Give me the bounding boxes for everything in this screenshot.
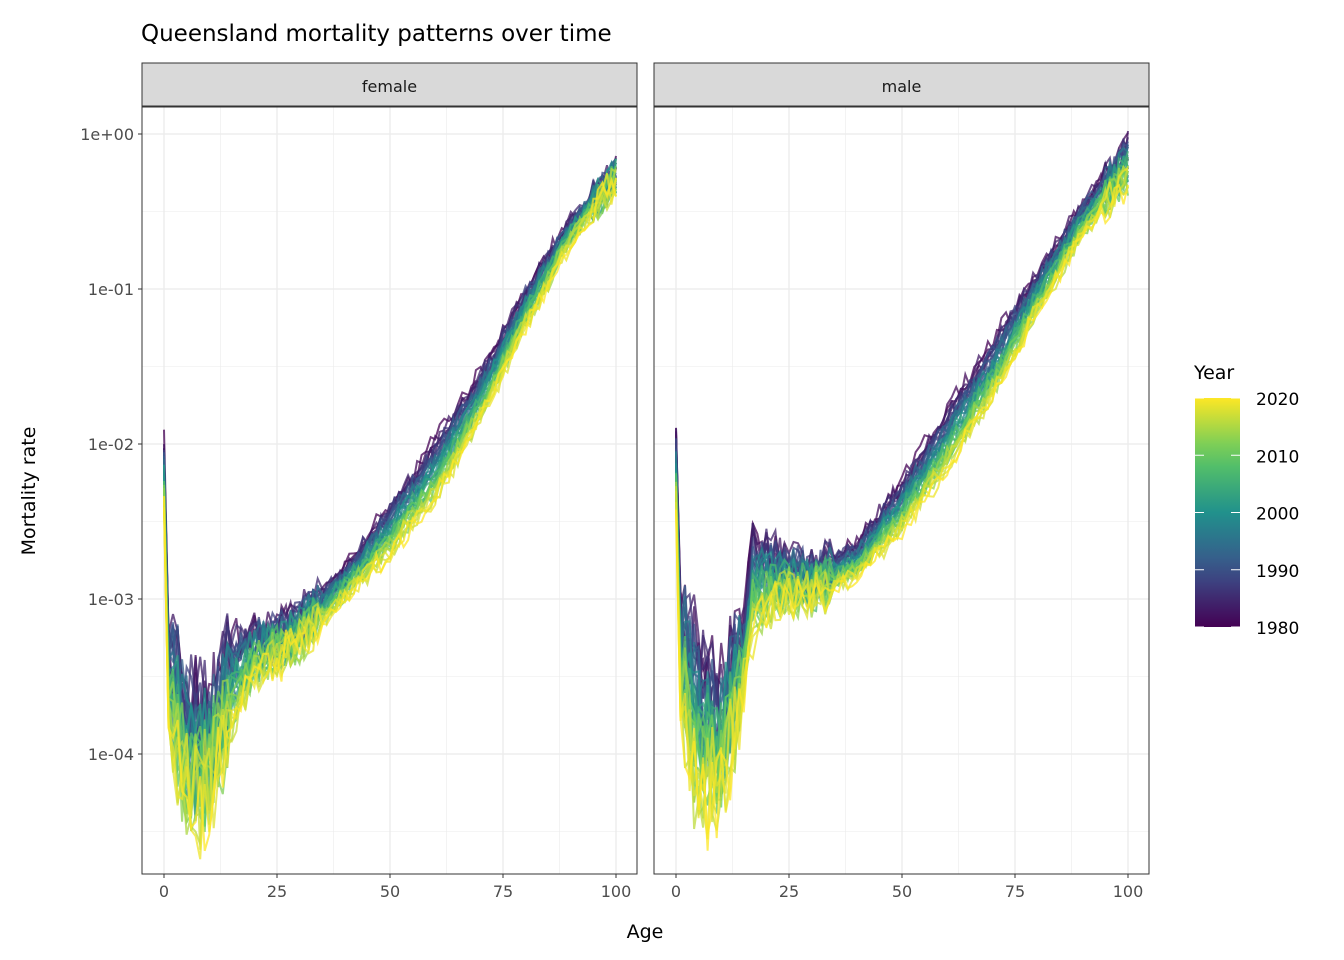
legend-tick-label: 2000 bbox=[1256, 505, 1299, 525]
x-tick-label: 100 bbox=[601, 882, 632, 901]
series-line-male-2020 bbox=[675, 183, 1129, 851]
legend-tick-label: 2020 bbox=[1256, 390, 1299, 410]
series-lines bbox=[163, 155, 617, 860]
x-tick-label: 100 bbox=[1113, 882, 1144, 901]
legend-title: Year bbox=[1193, 362, 1234, 384]
series-line-female-2020 bbox=[163, 176, 617, 852]
x-axis-label: Age bbox=[627, 921, 664, 943]
x-tick-label: 50 bbox=[380, 882, 400, 901]
y-axis-label: Mortality rate bbox=[18, 427, 40, 556]
facet-panel-female: female 0 25 50 75 100 1e-04 1e-03 1e-02 1e-01 1e+0… bbox=[80, 62, 638, 901]
x-tick-label: 0 bbox=[159, 882, 169, 901]
legend-tick-label: 1990 bbox=[1256, 562, 1299, 582]
y-tick-label: 1e-02 bbox=[88, 435, 134, 454]
x-tick-label: 0 bbox=[671, 882, 681, 901]
chart-title: Queensland mortality patterns over time bbox=[141, 21, 612, 47]
x-tick-label: 75 bbox=[493, 882, 513, 901]
y-tick-label: 1e-03 bbox=[88, 590, 134, 609]
facet-strip bbox=[141, 62, 638, 107]
y-tick-label: 1e+00 bbox=[80, 125, 134, 144]
facet-strip-label: male bbox=[882, 77, 922, 96]
series-line-male-2018 bbox=[675, 189, 1129, 840]
legend: Year 1980 1990 2000 2010 2020 bbox=[1193, 362, 1299, 639]
x-tick-label: 50 bbox=[892, 882, 912, 901]
facet-strip bbox=[653, 62, 1150, 107]
x-tick-label: 25 bbox=[779, 882, 799, 901]
series-lines bbox=[675, 130, 1129, 851]
legend-tick-label: 1980 bbox=[1256, 619, 1299, 639]
x-tick-label: 75 bbox=[1005, 882, 1025, 901]
facet-strip-label: female bbox=[362, 77, 417, 96]
legend-tick-label: 2010 bbox=[1256, 447, 1299, 467]
x-tick-label: 25 bbox=[267, 882, 287, 901]
y-tick-label: 1e-01 bbox=[88, 280, 134, 299]
facet-panel-male: male 0 25 50 75 100 bbox=[653, 62, 1150, 901]
y-tick-label: 1e-04 bbox=[88, 745, 134, 764]
